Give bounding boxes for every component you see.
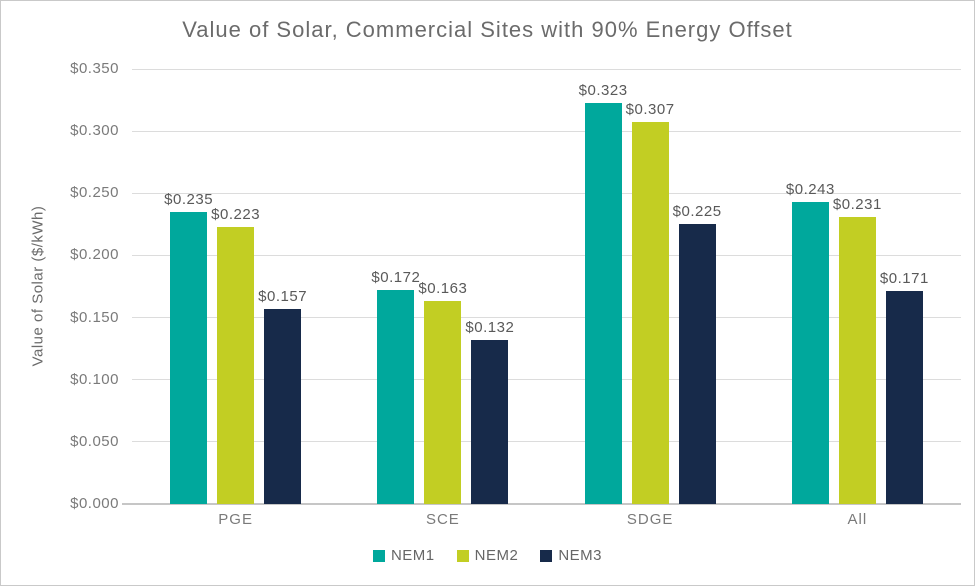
gridline-$0.300 [132, 130, 961, 132]
bar-nem2-all [838, 216, 876, 504]
legend-swatch-nem3 [540, 549, 553, 562]
y-tick-label-$0.150: $0.150 [70, 308, 119, 326]
bar-nem3-all [885, 291, 923, 504]
bar-value-label-nem2-pge: $0.223 [211, 205, 261, 223]
y-tick-label-$0.300: $0.300 [70, 122, 119, 140]
bar-value-label-nem2-sdge: $0.307 [625, 101, 675, 119]
bar-value-label-nem1-all: $0.243 [785, 181, 835, 198]
legend-swatch-nem2 [456, 549, 469, 562]
legend-swatch-nem1 [372, 549, 385, 562]
bar-nem3-sce [471, 339, 509, 504]
legend-item-nem1: NEM1 [372, 547, 435, 564]
y-tick-label-$0.050: $0.050 [70, 432, 119, 450]
bar-value-label-nem3-pge: $0.157 [258, 287, 308, 305]
bar-nem3-pge [264, 308, 302, 504]
legend: NEM1 NEM2 NEM3 [1, 547, 974, 564]
gridline-$0.350 [132, 68, 961, 70]
bar-value-label-nem1-sdge: $0.323 [578, 81, 628, 99]
y-tick-label-$0.350: $0.350 [70, 60, 119, 77]
legend-item-nem3: NEM3 [540, 547, 602, 564]
x-axis-line [122, 503, 961, 505]
plot-area: $0.235 $0.223 $0.157 $0.172 $0.163 $0.132 $0.3… [122, 68, 961, 505]
legend-label-nem1: NEM1 [390, 547, 435, 564]
bar-value-label-nem2-sce: $0.163 [418, 280, 468, 298]
legend-label-nem3: NEM3 [558, 547, 603, 564]
y-tick-label-$0.200: $0.200 [70, 246, 119, 264]
bar-value-label-nem3-sce: $0.132 [465, 318, 515, 336]
gridline-$0.150 [132, 317, 961, 319]
gridline-$0.100 [132, 379, 961, 381]
y-tick-label-$0.250: $0.250 [70, 184, 119, 202]
bar-value-label-nem3-all: $0.171 [879, 270, 929, 288]
bar-nem1-sce [377, 290, 415, 504]
y-tick-label-$0.000: $0.000 [70, 495, 119, 512]
x-category-label-pge: PGE [218, 511, 253, 528]
bar-value-label-nem2-all: $0.231 [832, 195, 882, 213]
bar-nem2-sdge [631, 122, 669, 504]
legend-label-nem2: NEM2 [474, 547, 519, 564]
legend-item-nem2: NEM2 [456, 547, 519, 564]
bar-nem3-sdge [678, 224, 716, 504]
chart-title: Value of Solar, Commercial Sites with 90… [182, 17, 793, 42]
gridline-$0.050 [132, 441, 961, 443]
bar-nem1-all [791, 202, 829, 504]
y-tick-label-$0.100: $0.100 [70, 370, 119, 388]
bar-nem1-pge [170, 211, 208, 504]
bar-value-label-nem3-sdge: $0.225 [672, 203, 722, 221]
bar-nem2-sce [424, 301, 462, 504]
bar-value-label-nem1-sce: $0.172 [371, 269, 421, 287]
x-category-label-sce: SCE [425, 511, 460, 528]
gridline-$0.250 [132, 192, 961, 194]
bar-nem1-sdge [584, 102, 622, 504]
bar-value-label-nem1-pge: $0.235 [164, 190, 214, 208]
bar-nem2-pge [217, 226, 255, 504]
gridline-$0.200 [132, 254, 961, 256]
x-category-label-all: All [847, 511, 868, 528]
y-axis-title: Value of Solar ($/kWh) [29, 205, 47, 367]
x-category-label-sdge: SDGE [626, 511, 674, 528]
